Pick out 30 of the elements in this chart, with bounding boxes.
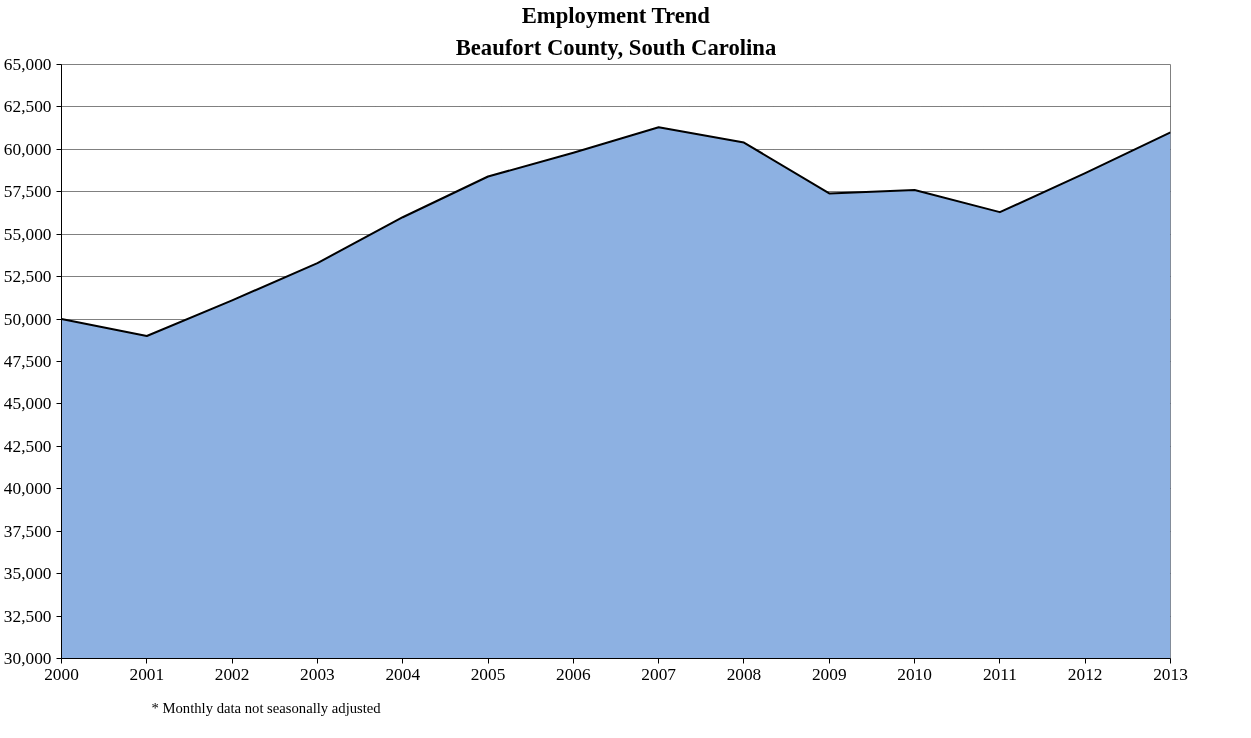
text: * Monthly data not seasonally adjusted bbox=[151, 699, 382, 716]
x-tick-label: 2003 bbox=[300, 664, 335, 684]
y-tick-label: 35,000 bbox=[3, 564, 52, 584]
y-tick-label: 65,000 bbox=[3, 55, 52, 74]
x-tick-label: 2009 bbox=[811, 664, 847, 684]
y-tick-label: 60,000 bbox=[3, 139, 52, 159]
x-tick-label: 2011 bbox=[982, 664, 1017, 684]
x-tick-label: 2005 bbox=[470, 664, 506, 684]
y-tick-label: 52,500 bbox=[3, 267, 52, 287]
y-tick-label: 45,000 bbox=[3, 394, 52, 414]
y-tick-label: 50,000 bbox=[3, 309, 52, 329]
x-tick-label: 2006 bbox=[556, 664, 592, 684]
y-tick-label: 42,500 bbox=[3, 436, 52, 456]
x-tick-label: 2001 bbox=[129, 664, 165, 684]
x-tick-label: 2010 bbox=[897, 664, 932, 684]
x-tick-label: 2013 bbox=[1153, 664, 1188, 684]
y-tick-label: 40,000 bbox=[3, 479, 52, 499]
y-tick-label: 55,000 bbox=[3, 224, 52, 244]
x-tick-label: 2007 bbox=[641, 664, 677, 684]
x-tick-label: 2008 bbox=[726, 664, 762, 684]
y-tick-label: 57,500 bbox=[3, 182, 52, 202]
chart-title: Employment Trend bbox=[521, 2, 711, 28]
x-tick-label: 2004 bbox=[385, 664, 421, 684]
x-tick-label: 2012 bbox=[1067, 664, 1103, 684]
y-tick-label: 47,500 bbox=[3, 352, 52, 371]
x-tick-label: 2002 bbox=[214, 664, 250, 684]
y-tick-label: 62,500 bbox=[3, 97, 52, 117]
y-tick-label: 37,500 bbox=[3, 521, 52, 541]
y-tick-label: 32,500 bbox=[3, 606, 52, 626]
chart-subtitle: Beaufort County, South Carolina bbox=[455, 34, 777, 60]
